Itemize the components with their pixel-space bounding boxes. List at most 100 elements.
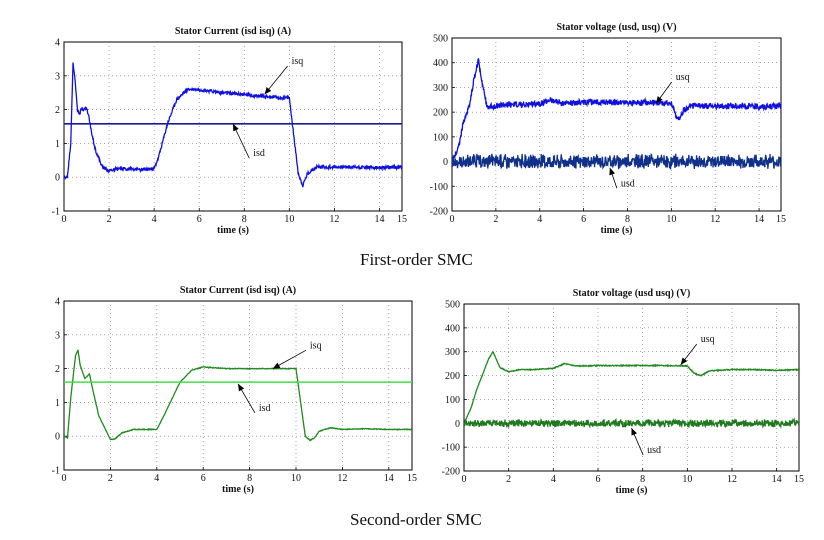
series-line-usq bbox=[464, 351, 799, 424]
x-tick-label: 10 bbox=[666, 214, 676, 225]
caption-second-order: Second-order SMC bbox=[350, 510, 482, 529]
annotation-label-usq: usq bbox=[701, 334, 715, 345]
x-axis-label: time (s) bbox=[222, 484, 254, 495]
x-tick-label: 6 bbox=[201, 473, 206, 484]
x-tick-label: 14 bbox=[374, 214, 384, 225]
y-tick-label: 200 bbox=[445, 371, 460, 382]
annotation-label-isq: isq bbox=[292, 56, 304, 67]
x-tick-label: 8 bbox=[247, 473, 252, 484]
chart-title: Stator voltage (usd usq) (V) bbox=[573, 288, 691, 299]
annotation-arrow-head bbox=[655, 96, 663, 104]
x-tick-label: 14 bbox=[772, 474, 782, 485]
y-tick-label: 3 bbox=[55, 71, 60, 82]
x-tick-label: 4 bbox=[551, 474, 556, 485]
chart-first-voltage: 0 2 4 6 8 10 12 14 15 -200 -100 0 100 200 300 400 500 Sta… bbox=[430, 22, 786, 236]
series-line-usq bbox=[452, 57, 781, 164]
x-tick-label: 14 bbox=[754, 214, 764, 225]
y-tick-label: 500 bbox=[445, 300, 460, 311]
annotation-arrow-head bbox=[272, 362, 281, 369]
chart-second-voltage: 0 2 4 6 8 10 12 14 15 -200 -100 0 100 200 300 400 500 Sta… bbox=[442, 288, 804, 496]
y-tick-label: 2 bbox=[55, 364, 60, 375]
x-tick-label: 8 bbox=[242, 214, 247, 225]
y-tick-label: 4 bbox=[55, 38, 60, 49]
y-tick-label: 500 bbox=[433, 34, 448, 45]
annotation-label-isq: isq bbox=[310, 340, 322, 351]
y-tick-label: -100 bbox=[430, 182, 448, 193]
x-tick-label: 0 bbox=[62, 214, 67, 225]
annotation-arrow-head bbox=[238, 383, 245, 392]
y-tick-label: 100 bbox=[433, 132, 448, 143]
x-tick-label: 12 bbox=[710, 214, 720, 225]
x-tick-label: 6 bbox=[197, 214, 202, 225]
x-tick-label: 2 bbox=[493, 214, 498, 225]
chart-title: Stator Current (isd isq) (A) bbox=[180, 285, 296, 296]
x-tick-label: 15 bbox=[794, 474, 804, 485]
chart-title: Stator Current (isd isq) (A) bbox=[175, 26, 291, 37]
plot-frame bbox=[463, 303, 800, 472]
series-line-isq bbox=[64, 62, 402, 188]
y-tick-label: 400 bbox=[433, 58, 448, 69]
x-tick-label: 8 bbox=[640, 474, 645, 485]
x-axis-label: time (s) bbox=[616, 485, 648, 496]
y-tick-label: 1 bbox=[55, 139, 60, 150]
y-tick-label: 4 bbox=[55, 297, 60, 308]
x-tick-label: 2 bbox=[108, 473, 113, 484]
annotation-arrow-head bbox=[609, 167, 616, 176]
y-tick-label: -200 bbox=[430, 207, 448, 218]
x-tick-label: 4 bbox=[154, 473, 159, 484]
y-tick-label: 0 bbox=[443, 157, 448, 168]
annotation-arrow-head bbox=[680, 357, 688, 365]
x-tick-label: 4 bbox=[537, 214, 542, 225]
y-tick-label: -200 bbox=[442, 467, 460, 478]
plot-frame bbox=[63, 300, 413, 471]
x-tick-label: 14 bbox=[384, 473, 394, 484]
x-tick-label: 2 bbox=[506, 474, 511, 485]
y-tick-label: 1 bbox=[55, 398, 60, 409]
y-tick-label: 0 bbox=[55, 432, 60, 443]
x-tick-label: 6 bbox=[596, 474, 601, 485]
x-tick-label: 12 bbox=[329, 214, 339, 225]
x-tick-label: 6 bbox=[581, 214, 586, 225]
x-tick-label: 15 bbox=[776, 214, 786, 225]
y-tick-label: 400 bbox=[445, 323, 460, 334]
x-tick-label: 10 bbox=[682, 474, 692, 485]
x-tick-label: 15 bbox=[397, 214, 407, 225]
annotation-arrow-head bbox=[233, 123, 239, 132]
annotation-label-usd: usd bbox=[647, 445, 661, 456]
annotation-label-usd: usd bbox=[621, 178, 635, 189]
annotation-label-isd: isd bbox=[259, 403, 271, 414]
y-tick-label: -1 bbox=[52, 207, 60, 218]
y-tick-label: -100 bbox=[442, 443, 460, 454]
chart-title: Stator voltage (usd, usq) (V) bbox=[556, 22, 676, 33]
x-tick-label: 8 bbox=[625, 214, 630, 225]
series-line-isq bbox=[64, 349, 412, 442]
x-tick-label: 0 bbox=[462, 474, 467, 485]
y-tick-label: -1 bbox=[52, 466, 60, 477]
x-tick-label: 4 bbox=[152, 214, 157, 225]
x-tick-label: 10 bbox=[284, 214, 294, 225]
annotation-label-isd: isd bbox=[253, 148, 265, 159]
x-tick-label: 0 bbox=[450, 214, 455, 225]
y-tick-label: 2 bbox=[55, 105, 60, 116]
annotation-label-usq: usq bbox=[676, 72, 690, 83]
x-tick-label: 15 bbox=[407, 473, 417, 484]
y-tick-label: 0 bbox=[455, 419, 460, 430]
annotation-arrow-head bbox=[631, 428, 638, 436]
y-tick-label: 3 bbox=[55, 330, 60, 341]
y-tick-label: 0 bbox=[55, 173, 60, 184]
series-line-usd bbox=[452, 153, 781, 170]
x-axis-label: time (s) bbox=[217, 225, 249, 236]
caption-first-order: First-order SMC bbox=[360, 250, 473, 269]
y-tick-label: 100 bbox=[445, 395, 460, 406]
x-tick-label: 12 bbox=[337, 473, 347, 484]
plot-frame bbox=[451, 37, 782, 212]
x-tick-label: 0 bbox=[62, 473, 67, 484]
x-tick-label: 12 bbox=[727, 474, 737, 485]
x-tick-label: 2 bbox=[107, 214, 112, 225]
x-tick-label: 10 bbox=[291, 473, 301, 484]
plot-frame bbox=[63, 41, 403, 212]
y-tick-label: 300 bbox=[433, 83, 448, 94]
